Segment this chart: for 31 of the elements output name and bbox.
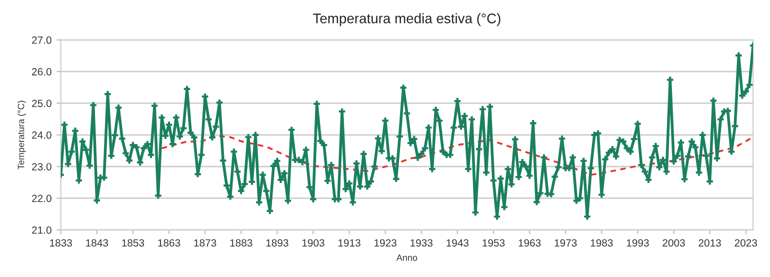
y-tick-label: 24.0 — [32, 131, 52, 139]
x-tick-label: 1933 — [410, 239, 432, 247]
x-tick-label: 1883 — [230, 239, 252, 247]
x-tick-label: 1963 — [518, 239, 541, 247]
x-tick-label: 1953 — [482, 239, 505, 247]
y-axis-title: Temperatura (°C) — [18, 100, 26, 170]
x-tick-label: 1923 — [374, 239, 396, 247]
x-tick-label: 1943 — [446, 239, 469, 247]
x-tick-label: 1843 — [86, 239, 108, 247]
x-tick-label: 1833 — [50, 239, 72, 247]
x-tick-label: 1993 — [626, 239, 649, 247]
y-tick-label: 27.0 — [32, 36, 52, 44]
x-tick-label: 2003 — [662, 239, 685, 247]
x-tick-label: 1873 — [194, 239, 216, 247]
y-tick-label: 25.0 — [32, 100, 52, 108]
x-axis-title: Anno — [396, 254, 418, 261]
y-tick-label: 21.0 — [32, 226, 52, 234]
y-tick-label: 23.0 — [32, 163, 52, 170]
x-tick-label: 1913 — [338, 239, 360, 247]
x-tick-label: 1853 — [122, 239, 144, 247]
y-tick-label: 22.0 — [32, 194, 52, 202]
chart-title: Temperatura media estiva (°C) — [313, 13, 500, 26]
x-tick-label: 1893 — [266, 239, 288, 247]
x-tick-label: 2023 — [734, 239, 757, 247]
x-tick-label: 1863 — [158, 239, 180, 247]
x-tick-label: 1903 — [302, 239, 324, 247]
x-tick-label: 2013 — [698, 239, 721, 247]
y-tick-label: 26.0 — [32, 68, 52, 76]
x-tick-label: 1973 — [554, 239, 577, 247]
line-series — [160, 134, 754, 176]
x-tick-label: 1983 — [590, 239, 613, 247]
